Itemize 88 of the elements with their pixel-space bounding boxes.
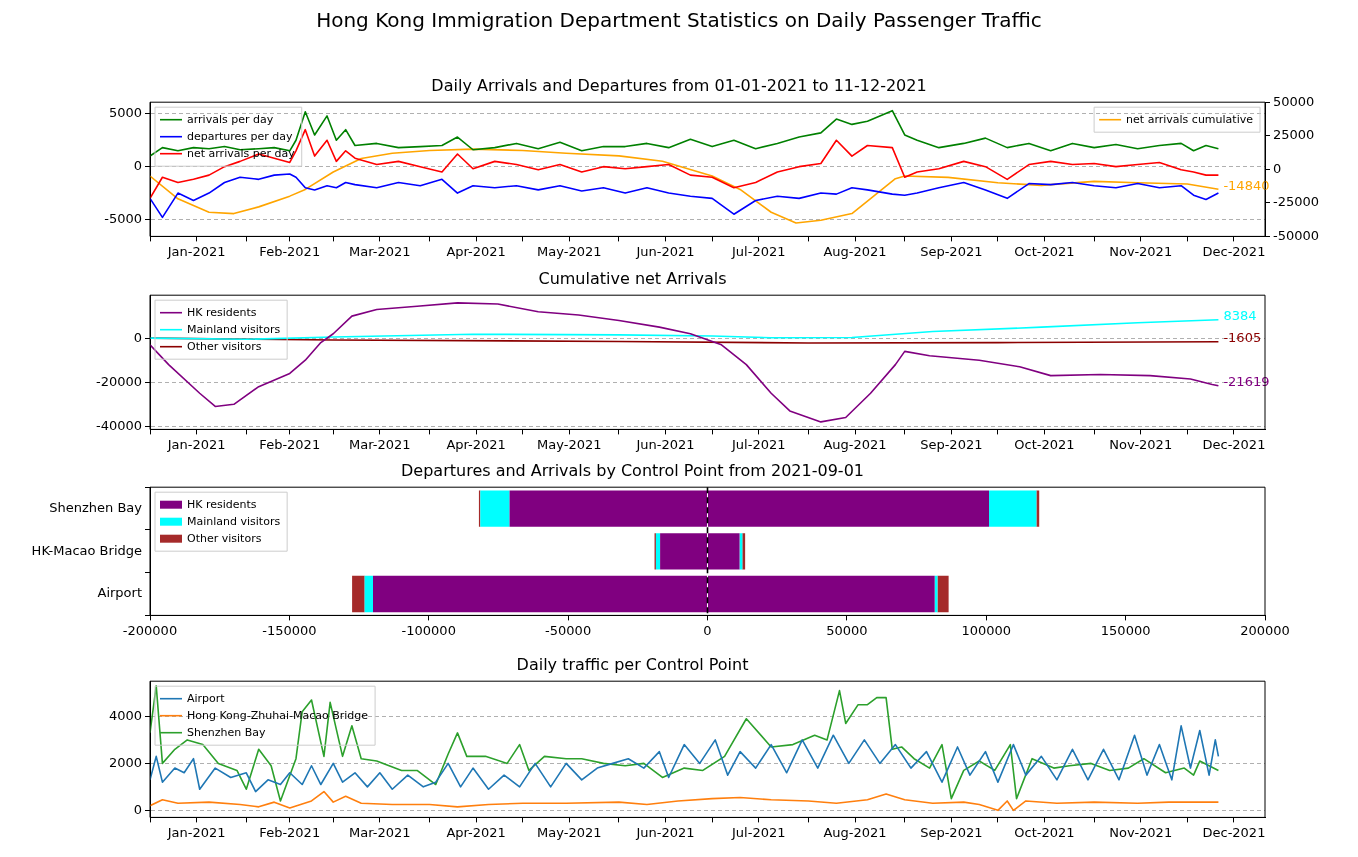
x-tick-label: Jan-2021 (166, 436, 226, 452)
x-tick-label: Nov-2021 (1109, 824, 1173, 840)
bar (989, 490, 1037, 527)
x-tick-label: Sep-2021 (920, 436, 983, 452)
legend-label: net arrivals cumulative (1126, 112, 1254, 126)
y-tick-label: Shenzhen Bay (49, 499, 143, 515)
y-tick-label: 2000 (108, 754, 142, 770)
x-tick-label: Jul-2021 (731, 824, 786, 840)
bar (937, 575, 949, 613)
x-tick-label: Sep-2021 (920, 824, 983, 840)
legend-label: Other visitors (187, 531, 262, 545)
x-tick-label: 0 (703, 622, 712, 638)
legend-label: departures per day (187, 129, 294, 143)
x-tick-label: Oct-2021 (1014, 436, 1075, 452)
x-tick-label: Dec-2021 (1202, 436, 1266, 452)
y-tick-label: -5000 (104, 210, 142, 226)
bar (655, 533, 661, 570)
legend-label: Shenzhen Bay (187, 725, 266, 739)
x-tick-label: May-2021 (537, 436, 602, 452)
legend-label: Airport (187, 691, 226, 705)
x-tick-label: Jan-2021 (166, 243, 226, 259)
y-tick-label: HK-Macao Bridge (31, 542, 142, 558)
x-tick-label: 50000 (826, 622, 868, 638)
legend-label: Mainland visitors (187, 322, 281, 336)
bar (480, 490, 510, 527)
y-tick-label: -40000 (95, 417, 142, 433)
y2-tick-label: -50000 (1273, 227, 1320, 243)
bar (364, 575, 373, 613)
x-tick-label: Apr-2021 (446, 824, 506, 840)
x-tick-label: Nov-2021 (1109, 436, 1173, 452)
x-tick-label: Feb-2021 (259, 436, 321, 452)
legend-label: HK residents (187, 305, 257, 319)
y-tick-label: 0 (133, 801, 142, 817)
y2-tick-label: 50000 (1273, 93, 1315, 109)
bar (352, 575, 365, 613)
chart-title: Departures and Arrivals by Control Point from 2021-09-01 (401, 460, 864, 480)
x-tick-label: Oct-2021 (1014, 243, 1075, 259)
chart-subtitle: Daily Arrivals and Departures from 01-01-2021 to 11-12-2021 (431, 75, 927, 95)
x-tick-label: Jan-2021 (166, 824, 226, 840)
chart-title: Daily traffic per Control Point (516, 654, 749, 674)
chart-title: Cumulative net Arrivals (538, 268, 727, 288)
x-tick-label: Dec-2021 (1202, 243, 1266, 259)
y2-tick-label: -25000 (1273, 194, 1320, 210)
data-label: 8384 (1223, 308, 1257, 324)
x-tick-label: 100000 (961, 622, 1012, 638)
y2-tick-label: 0 (1273, 160, 1282, 176)
x-tick-label: Feb-2021 (259, 824, 321, 840)
y-tick-label: 0 (133, 158, 142, 174)
y2-tick-label: 25000 (1273, 127, 1315, 143)
x-tick-label: Aug-2021 (823, 824, 887, 840)
x-tick-label: Jun-2021 (635, 824, 695, 840)
x-tick-label: Aug-2021 (823, 436, 887, 452)
y-tick-label: 0 (133, 329, 142, 345)
y-tick-label: -20000 (95, 373, 142, 389)
y-tick-label: Airport (97, 585, 142, 601)
legend-label: HK residents (187, 497, 257, 511)
x-tick-label: May-2021 (537, 243, 602, 259)
x-tick-label: -50000 (545, 622, 592, 638)
chart-title: Hong Kong Immigration Department Statistics on Daily Passenger Traffic (315, 8, 1043, 32)
x-tick-label: Jul-2021 (731, 436, 786, 452)
x-tick-label: Mar-2021 (349, 824, 411, 840)
x-tick-label: Dec-2021 (1202, 824, 1266, 840)
legend-label: Mainland visitors (187, 514, 281, 528)
x-tick-label: Jun-2021 (635, 243, 695, 259)
x-tick-label: Oct-2021 (1014, 824, 1075, 840)
data-label: -21619 (1223, 374, 1270, 390)
x-tick-label: -150000 (262, 622, 317, 638)
x-tick-label: 150000 (1100, 622, 1151, 638)
x-tick-label: -200000 (122, 622, 178, 638)
x-tick-label: Jun-2021 (635, 436, 695, 452)
legend-label: arrivals per day (187, 112, 274, 126)
x-tick-label: Mar-2021 (349, 436, 411, 452)
bar (1036, 490, 1040, 527)
y-tick-label: 4000 (108, 707, 142, 723)
x-tick-label: -100000 (401, 622, 456, 638)
x-tick-label: Nov-2021 (1109, 243, 1173, 259)
data-label: -1605 (1223, 330, 1262, 346)
x-tick-label: Aug-2021 (823, 243, 887, 259)
x-tick-label: Jul-2021 (731, 243, 786, 259)
x-tick-label: 200000 (1240, 622, 1290, 638)
y-tick-label: 5000 (108, 105, 142, 121)
x-tick-label: Sep-2021 (920, 243, 983, 259)
x-tick-label: Apr-2021 (446, 243, 506, 259)
x-tick-label: Apr-2021 (446, 436, 506, 452)
x-tick-label: May-2021 (537, 824, 602, 840)
legend-label: Other visitors (187, 339, 262, 353)
x-tick-label: Feb-2021 (259, 243, 321, 259)
x-tick-label: Mar-2021 (349, 243, 411, 259)
